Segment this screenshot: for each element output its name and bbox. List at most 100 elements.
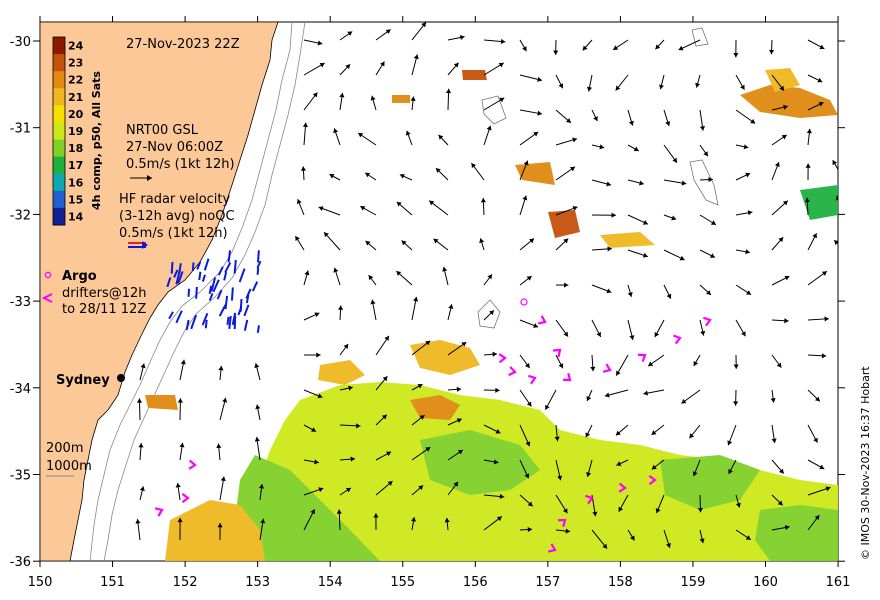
colorbar-segment <box>53 71 65 89</box>
current-arrow <box>555 74 564 89</box>
current-arrow <box>365 240 377 251</box>
current-arrow <box>483 387 500 393</box>
y-tick-label: -31 <box>10 122 31 137</box>
current-arrow <box>615 354 629 376</box>
current-arrow <box>447 449 464 461</box>
current-arrow <box>807 74 823 83</box>
drifters-legend-line1: drifters@12h <box>62 286 147 301</box>
current-arrow <box>375 29 391 41</box>
current-arrow <box>519 131 539 146</box>
sst-patch-green-2 <box>420 430 540 495</box>
current-arrow <box>555 282 569 288</box>
radar-legend-line3: 0.5m/s (1kt 12h) <box>119 226 228 241</box>
current-arrow <box>771 200 789 216</box>
current-arrow <box>735 74 745 90</box>
current-arrow <box>447 481 459 496</box>
radar-arrow <box>196 261 202 270</box>
current-arrow <box>663 214 677 221</box>
current-arrow <box>586 389 593 402</box>
drifter-marker <box>557 518 567 528</box>
radar-arrow <box>216 289 223 300</box>
current-arrow <box>627 319 635 341</box>
current-arrow <box>591 529 608 549</box>
radar-arrow <box>231 312 237 325</box>
current-arrow <box>699 109 706 131</box>
current-arrow <box>555 166 576 181</box>
colorbar-segment <box>53 54 65 72</box>
current-arrow <box>447 304 454 321</box>
radar-arrow <box>217 266 224 276</box>
radar-arrow <box>175 270 181 285</box>
radar-arrow <box>170 261 174 274</box>
radar-arrow <box>223 271 228 281</box>
sst-patch-brown-2 <box>548 210 580 238</box>
x-tick-label: 150 <box>28 575 53 590</box>
sst-patch-yellow-ne <box>765 68 800 92</box>
radar-arrow <box>203 258 210 271</box>
current-arrow <box>302 122 308 146</box>
current-arrow <box>435 167 449 181</box>
radar-arrow <box>208 292 214 301</box>
current-arrow <box>410 516 417 531</box>
current-arrow <box>699 214 717 226</box>
current-arrow <box>733 39 739 58</box>
current-arrow <box>519 39 527 52</box>
current-arrow <box>519 275 532 286</box>
radar-arrow <box>173 269 179 278</box>
colorbar-segment <box>53 105 65 123</box>
colorbar-segment <box>53 207 65 226</box>
radar-arrow <box>177 271 184 284</box>
current-arrow <box>295 235 305 251</box>
current-arrow <box>681 389 701 404</box>
current-arrow <box>733 389 739 406</box>
current-arrow <box>438 134 449 146</box>
drifter-marker <box>188 459 197 470</box>
argo-legend-label: Argo <box>62 269 97 284</box>
x-tick-label: 158 <box>608 575 633 590</box>
current-arrow <box>339 456 356 462</box>
radar-legend-line2: (3-12h avg) noQC <box>119 209 235 224</box>
current-arrow <box>844 65 859 75</box>
current-arrow <box>483 459 499 465</box>
current-arrow <box>339 31 353 41</box>
current-arrow <box>591 109 598 122</box>
current-arrow <box>771 74 785 92</box>
current-arrow <box>555 238 569 251</box>
current-arrow <box>519 74 543 82</box>
current-arrow <box>555 459 563 481</box>
current-arrow <box>135 519 141 541</box>
y-tick-label: -32 <box>10 208 31 223</box>
current-arrow <box>303 508 316 531</box>
current-arrow <box>175 482 181 501</box>
current-arrow <box>655 39 665 50</box>
sst-patch-yellow-1 <box>410 340 480 375</box>
current-arrow <box>807 389 821 402</box>
current-arrow <box>699 249 716 258</box>
colorbar-tick-label: 17 <box>68 159 83 172</box>
argo-legend-icon <box>44 271 52 279</box>
drifter-marker <box>584 494 594 505</box>
current-arrow <box>805 163 811 181</box>
colorbar-segment <box>53 88 65 106</box>
current-arrow <box>727 424 737 446</box>
drifter-marker <box>703 316 712 327</box>
current-arrow <box>651 424 665 436</box>
current-arrow <box>735 249 751 255</box>
current-arrow <box>219 397 228 421</box>
colorbar-segment <box>53 37 65 55</box>
colorbar-tick-label: 19 <box>68 125 83 138</box>
current-arrow <box>616 459 629 466</box>
current-arrow <box>627 249 648 258</box>
current-arrow <box>519 494 534 507</box>
sst-patch-yellow-3 <box>600 232 655 248</box>
radar-arrow <box>243 304 250 317</box>
current-arrow <box>216 443 222 461</box>
current-arrow <box>177 398 183 421</box>
current-arrow <box>591 212 616 218</box>
drifter-marker <box>508 366 517 377</box>
current-arrow <box>447 341 467 356</box>
colorbar-segment <box>53 156 65 175</box>
current-arrow <box>339 385 353 391</box>
gsl-legend-line1: NRT00 GSL <box>126 123 199 138</box>
